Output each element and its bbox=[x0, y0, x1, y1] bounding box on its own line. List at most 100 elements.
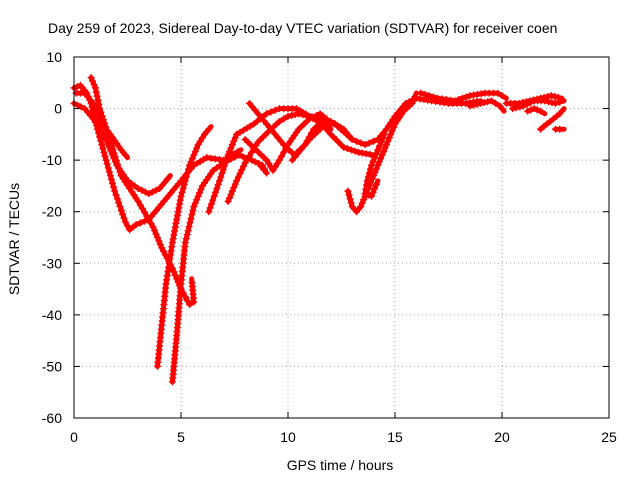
data-point bbox=[405, 98, 413, 106]
data-point bbox=[228, 141, 236, 149]
data-point bbox=[527, 99, 535, 107]
data-point bbox=[124, 222, 131, 230]
data-point bbox=[209, 166, 217, 174]
data-point bbox=[377, 154, 385, 162]
data-point bbox=[116, 203, 124, 211]
data-point bbox=[551, 93, 559, 101]
data-point bbox=[197, 185, 205, 193]
data-point bbox=[556, 98, 564, 106]
data-point bbox=[184, 227, 192, 235]
data-point bbox=[101, 152, 109, 160]
data-point bbox=[170, 231, 178, 239]
data-point bbox=[554, 93, 562, 101]
y-tick-label: -30 bbox=[42, 255, 62, 271]
data-point bbox=[346, 195, 354, 203]
data-point bbox=[168, 239, 176, 247]
data-point bbox=[191, 199, 199, 207]
data-point bbox=[152, 230, 160, 238]
data-point bbox=[320, 123, 328, 131]
data-point bbox=[381, 144, 389, 152]
data-point bbox=[153, 234, 161, 241]
y-tick-label: -60 bbox=[42, 410, 62, 426]
data-point bbox=[141, 188, 149, 196]
data-point bbox=[323, 115, 331, 123]
data-point bbox=[552, 99, 559, 107]
data-point bbox=[372, 150, 380, 158]
data-point bbox=[222, 158, 230, 166]
x-tick-label: 25 bbox=[601, 429, 617, 445]
data-point bbox=[181, 239, 189, 247]
data-point bbox=[209, 196, 217, 204]
data-point bbox=[417, 89, 425, 97]
data-point bbox=[477, 99, 485, 107]
data-point bbox=[484, 98, 492, 106]
data-point bbox=[116, 168, 124, 176]
data-point bbox=[111, 187, 119, 195]
x-tick-label: 20 bbox=[494, 429, 510, 445]
data-point bbox=[369, 188, 377, 196]
data-point bbox=[109, 179, 117, 187]
data-point bbox=[372, 181, 380, 189]
data-point bbox=[106, 172, 114, 180]
data-point bbox=[175, 204, 183, 212]
data-point bbox=[371, 168, 379, 176]
data-point bbox=[267, 108, 275, 116]
y-tick-label: -50 bbox=[42, 358, 62, 374]
data-point bbox=[370, 137, 378, 145]
data-point bbox=[220, 162, 228, 170]
data-point bbox=[113, 195, 121, 203]
data-point bbox=[173, 215, 181, 223]
data-point bbox=[451, 97, 459, 105]
data-point bbox=[361, 190, 369, 198]
data-point bbox=[112, 191, 120, 199]
data-point bbox=[388, 127, 396, 135]
data-point bbox=[181, 177, 189, 185]
data-point bbox=[347, 199, 355, 207]
data-point bbox=[370, 172, 378, 180]
data-point bbox=[184, 165, 192, 173]
data-point bbox=[74, 101, 82, 109]
data-point bbox=[238, 166, 246, 174]
data-point bbox=[210, 192, 218, 200]
data-point bbox=[213, 164, 221, 172]
data-point bbox=[280, 148, 288, 156]
data-point bbox=[558, 107, 566, 115]
data-point bbox=[282, 145, 290, 153]
data-point bbox=[345, 191, 353, 199]
series-arc-16 bbox=[466, 97, 507, 114]
data-point bbox=[213, 185, 221, 193]
y-tick-label: 0 bbox=[54, 101, 62, 117]
data-point bbox=[119, 210, 127, 218]
data-point bbox=[205, 125, 213, 133]
data-point bbox=[323, 120, 331, 128]
data-point bbox=[171, 271, 179, 279]
data-point bbox=[387, 130, 395, 138]
data-point bbox=[275, 117, 283, 125]
data-point bbox=[344, 187, 352, 195]
data-point bbox=[98, 141, 106, 149]
data-point bbox=[374, 161, 382, 169]
data-point bbox=[228, 187, 236, 195]
data-point bbox=[171, 223, 179, 231]
data-point bbox=[73, 83, 81, 91]
data-point bbox=[362, 185, 370, 193]
data-point bbox=[176, 196, 184, 204]
data-point bbox=[523, 100, 531, 108]
chart-title: Day 259 of 2023, Sidereal Day-to-day VTE… bbox=[48, 20, 557, 36]
data-point bbox=[235, 151, 243, 159]
data-point bbox=[212, 188, 220, 196]
data-point bbox=[89, 99, 97, 107]
data-point bbox=[194, 192, 202, 200]
data-point bbox=[299, 111, 307, 119]
data-point bbox=[92, 88, 100, 96]
data-point bbox=[263, 110, 271, 118]
data-point bbox=[366, 150, 374, 158]
data-point bbox=[111, 153, 119, 161]
data-point bbox=[94, 96, 102, 104]
data-point bbox=[288, 111, 296, 119]
data-point bbox=[357, 139, 365, 147]
data-point bbox=[90, 81, 98, 89]
data-point bbox=[384, 137, 392, 145]
data-point bbox=[87, 74, 95, 82]
